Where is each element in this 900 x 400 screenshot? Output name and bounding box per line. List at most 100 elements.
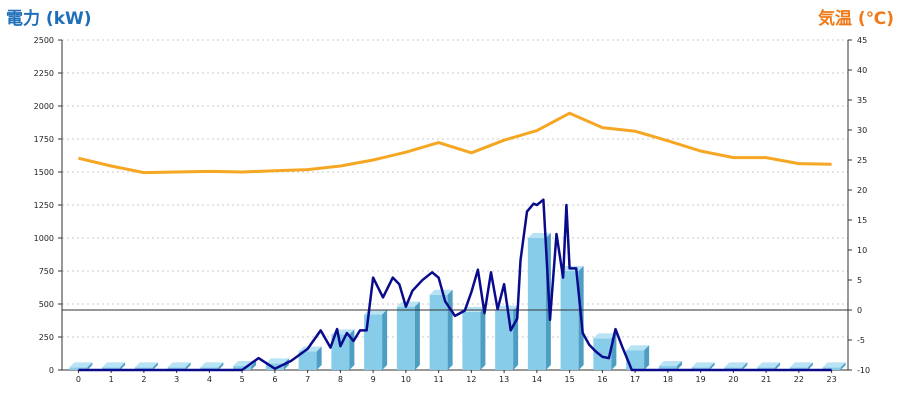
- bar-side: [218, 362, 224, 370]
- right-axis-ticks: -10 -5 0 5 10 15 20 25 30 35 40 45: [848, 36, 870, 375]
- bar-front: [364, 314, 383, 370]
- x-tick-label: 18: [663, 375, 673, 384]
- bar-front: [298, 351, 317, 370]
- bar-front: [396, 306, 415, 370]
- series-lines: [62, 111, 848, 372]
- power-bar: [167, 362, 191, 370]
- bar-side: [316, 346, 322, 370]
- x-tick-label: 6: [272, 375, 277, 384]
- x-tick-label: 9: [371, 375, 376, 384]
- right-tick-label: 25: [857, 156, 867, 165]
- bar-side: [185, 362, 191, 370]
- bar-side: [807, 362, 813, 370]
- right-tick-label: 20: [857, 186, 867, 195]
- bar-front: [134, 367, 153, 370]
- left-tick-label: 250: [39, 333, 54, 342]
- bar-front: [822, 367, 841, 370]
- right-tick-label: 0: [857, 306, 862, 315]
- left-tick-label: 1750: [34, 135, 54, 144]
- bar-front: [691, 367, 710, 370]
- bar-side: [775, 362, 781, 370]
- bar-front: [658, 366, 677, 370]
- left-tick-label: 1250: [34, 201, 54, 210]
- left-axis-ticks: 0 250 500 750 1000 1250 1500 1750 2000 2250 2500: [34, 36, 62, 375]
- x-tick-label: 14: [532, 375, 542, 384]
- left-tick-label: 2000: [34, 102, 54, 111]
- power-bar: [134, 362, 158, 370]
- bar-top: [200, 362, 224, 368]
- x-tick-label: 17: [630, 375, 640, 384]
- bar-side: [480, 306, 486, 370]
- bar-side: [251, 361, 257, 370]
- bar-top: [822, 362, 846, 368]
- power-bar: [429, 289, 453, 370]
- bar-top: [462, 306, 486, 312]
- power-bar: [396, 301, 420, 370]
- bar-front: [331, 334, 350, 370]
- right-tick-label: 30: [857, 126, 867, 135]
- x-tick-label: 15: [565, 375, 575, 384]
- x-tick-label: 1: [109, 375, 114, 384]
- temperature-line: [78, 111, 832, 175]
- power-bar: [658, 361, 682, 370]
- bar-top: [396, 301, 420, 307]
- left-tick-label: 1000: [34, 234, 54, 243]
- power-bar: [462, 306, 486, 370]
- power-bar: [822, 362, 846, 370]
- bar-front: [593, 338, 612, 370]
- grid-lines: [61, 39, 849, 371]
- bar-front: [462, 311, 481, 370]
- x-tick-label: 11: [434, 375, 444, 384]
- bar-side: [709, 362, 715, 370]
- power-bar: [200, 362, 224, 370]
- bar-front: [233, 366, 252, 370]
- bar-front: [527, 238, 546, 370]
- bar-top: [429, 289, 453, 295]
- left-axis-title: 電力 (kW): [6, 9, 92, 29]
- left-tick-label: 2500: [34, 36, 54, 45]
- bar-front: [757, 367, 776, 370]
- bar-front: [200, 367, 219, 370]
- bar-top: [691, 362, 715, 368]
- bar-side: [840, 362, 846, 370]
- power-bar: [298, 346, 322, 370]
- bar-top: [593, 333, 617, 339]
- bar-side: [447, 289, 453, 370]
- left-tick-label: 500: [39, 300, 54, 309]
- power-bar: [757, 362, 781, 370]
- bar-side: [87, 362, 93, 370]
- bar-front: [495, 310, 514, 370]
- x-tick-label: 10: [401, 375, 411, 384]
- x-tick-label: 0: [76, 375, 81, 384]
- bar-front: [69, 367, 88, 370]
- power-bar: [593, 333, 617, 370]
- power-bars: [69, 233, 846, 370]
- right-tick-label: 10: [857, 246, 867, 255]
- power-bar: [495, 305, 519, 370]
- bar-side: [742, 362, 748, 370]
- bar-top: [167, 362, 191, 368]
- left-tick-label: 2250: [34, 69, 54, 78]
- bar-front: [789, 367, 808, 370]
- bar-front: [429, 294, 448, 370]
- x-tick-label: 7: [305, 375, 310, 384]
- bar-side: [414, 301, 420, 370]
- bar-side: [676, 361, 682, 370]
- bar-front: [560, 271, 579, 370]
- bar-top: [757, 362, 781, 368]
- bar-side: [120, 362, 126, 370]
- x-tick-label: 12: [466, 375, 476, 384]
- right-tick-label: -10: [857, 366, 870, 375]
- x-tick-label: 19: [696, 375, 706, 384]
- bar-top: [102, 362, 126, 368]
- x-tick-label: 13: [499, 375, 509, 384]
- left-tick-label: 750: [39, 267, 54, 276]
- bar-front: [167, 367, 186, 370]
- bar-side: [382, 309, 388, 370]
- power-bar: [69, 362, 93, 370]
- right-tick-label: 15: [857, 216, 867, 225]
- x-tick-label: 3: [174, 375, 179, 384]
- bar-front: [102, 367, 121, 370]
- bar-top: [626, 345, 650, 351]
